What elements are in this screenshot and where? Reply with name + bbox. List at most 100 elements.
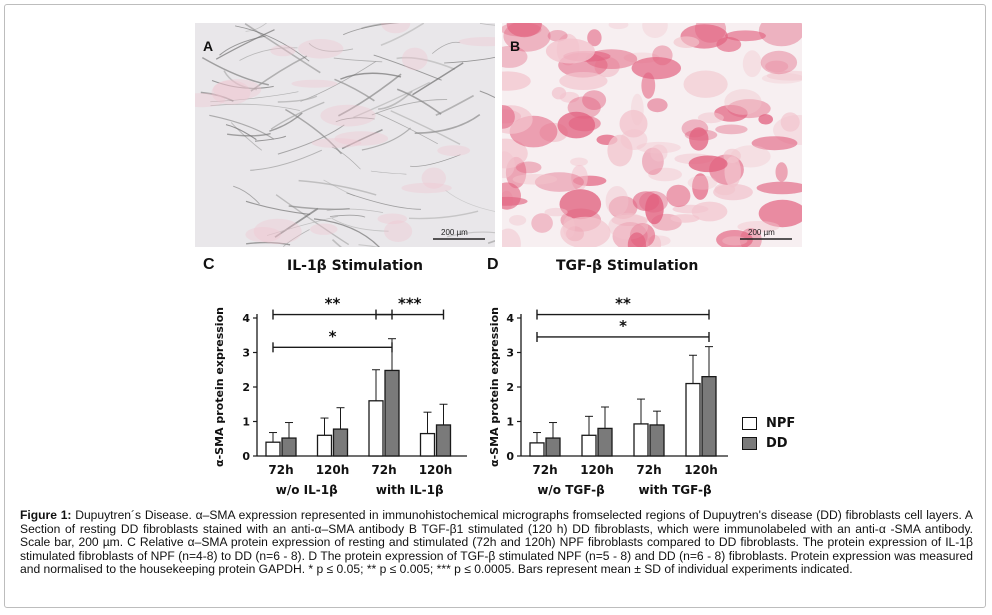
legend-item-npf: NPF: [742, 416, 795, 431]
stained-cell: [502, 71, 531, 91]
bar-dd: [701, 376, 717, 457]
x-group-label: w/o IL-1β: [276, 483, 338, 497]
fiber-strand: [283, 229, 310, 247]
stained-cell: [567, 96, 601, 119]
fiber-strand: [396, 88, 442, 115]
fiber-strand: [250, 149, 323, 171]
stained-cell: [756, 181, 802, 195]
fiber-strand: [375, 112, 438, 145]
stained-cell: [760, 50, 798, 75]
stained-cell: [544, 207, 568, 217]
fiber-strand: [446, 231, 495, 238]
fiber-strand: [414, 113, 481, 135]
stained-cell: [568, 115, 601, 132]
stained-cell: [559, 189, 602, 220]
fiber-strand: [219, 35, 266, 56]
stained-cell: [722, 236, 748, 246]
fiber-strand: [239, 47, 298, 61]
legend-label-npf: NPF: [766, 416, 796, 431]
fiber-strand: [341, 128, 383, 150]
chart-title-d: TGF-β Stimulation: [556, 258, 699, 274]
faint-stain: [401, 47, 428, 71]
bar-npf: [419, 432, 436, 457]
stained-cell: [570, 157, 588, 167]
stained-cell: [559, 91, 580, 103]
x-tick-label: 72h: [636, 463, 661, 477]
faint-stain: [377, 213, 408, 225]
stained-cell: [503, 23, 551, 52]
fiber-strand: [346, 192, 422, 210]
stained-cell: [502, 228, 521, 247]
chart-c: α-SMA protein expression 0 1 2 3 4 72h 120h 72h 1…: [213, 295, 467, 497]
y-tick-label: 3: [506, 347, 514, 360]
stained-cell: [684, 129, 718, 141]
stained-cell: [765, 60, 789, 73]
stained-cell: [724, 156, 741, 188]
stained-cell: [761, 73, 802, 84]
stained-cell: [681, 119, 709, 138]
stained-cell: [751, 136, 798, 151]
stained-cell: [697, 112, 724, 124]
stained-cell: [534, 172, 584, 192]
panel-letter-a: A: [203, 38, 214, 54]
stained-cell: [545, 38, 595, 64]
fiber-strand: [373, 54, 442, 81]
fiber-strand: [331, 146, 361, 170]
fiber-strand: [245, 200, 311, 215]
fiber-strand: [210, 103, 300, 111]
stained-cell: [692, 173, 709, 200]
fiber-strand: [408, 210, 479, 220]
faint-stain: [291, 79, 338, 88]
fiber-strand: [331, 218, 389, 232]
fiber-strand: [479, 90, 495, 99]
x-group-label: with IL-1β: [376, 483, 444, 497]
fiber-strand: [233, 185, 260, 205]
panel-letter-d: D: [487, 256, 499, 273]
scale-bar-label: 200 µm: [441, 228, 468, 237]
fiber-strand: [361, 127, 411, 151]
fiber-strand: [275, 194, 350, 246]
stained-cell: [636, 141, 681, 154]
fiber-strand: [298, 179, 377, 196]
stained-cell: [689, 127, 709, 151]
stained-cell: [512, 174, 558, 185]
fiber-strand: [444, 56, 495, 64]
faint-stain: [320, 104, 376, 127]
fiber-strand: [308, 42, 354, 52]
stained-cell: [724, 89, 762, 115]
faint-stain: [270, 45, 296, 57]
faint-stain: [253, 218, 302, 245]
bar-dd: [435, 424, 452, 457]
stained-cell: [737, 221, 780, 233]
significance-label: ***: [398, 295, 422, 313]
stained-cell: [515, 161, 542, 174]
stained-cell: [642, 147, 664, 175]
micrograph-b: 200 µm B: [502, 23, 802, 247]
fiber-strand: [223, 70, 258, 91]
fiber-strand: [487, 240, 495, 245]
fiber-strand: [288, 205, 350, 211]
faint-stain: [384, 220, 413, 242]
y-tick-label: 0: [242, 450, 250, 463]
fiber-strand: [201, 56, 269, 86]
stained-cell: [766, 70, 802, 81]
bar-npf: [265, 441, 281, 457]
stained-cell: [647, 98, 668, 113]
y-axis-label: α-SMA protein expression: [213, 307, 226, 467]
fiber-strand: [266, 216, 339, 236]
bar-dd: [649, 424, 665, 457]
stained-cell: [531, 213, 553, 233]
fiber-strand: [210, 91, 299, 103]
stained-cell: [502, 105, 515, 129]
fiber-strand: [209, 114, 275, 140]
faint-stain: [245, 227, 281, 243]
fiber-strand: [269, 112, 303, 132]
fiber-strand: [285, 108, 343, 155]
stained-cell: [608, 23, 629, 30]
figure-caption: Figure 1: Dupuytren´s Disease. α–SMA exp…: [20, 508, 973, 577]
legend-label-dd: DD: [766, 436, 788, 451]
faint-stain: [458, 37, 495, 47]
stained-cell: [502, 151, 515, 179]
stained-cell: [611, 214, 648, 226]
fiber-strand: [333, 57, 383, 63]
